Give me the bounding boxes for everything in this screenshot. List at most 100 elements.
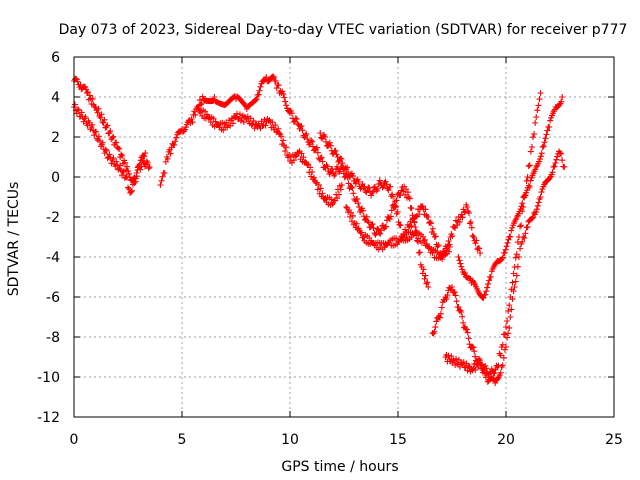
- data-point: [334, 154, 341, 160]
- data-point-fill: [328, 196, 335, 203]
- data-point: [539, 144, 546, 150]
- data-point-fill: [205, 115, 212, 122]
- data-point: [146, 164, 153, 170]
- data-point-fill: [327, 169, 334, 176]
- data-point-fill: [423, 280, 430, 287]
- y-tick-label: -2: [46, 210, 60, 226]
- data-point-fill: [345, 180, 352, 187]
- data-point: [524, 224, 531, 230]
- data-point: [161, 170, 168, 176]
- y-tick-label: -6: [46, 290, 60, 306]
- data-point-fill: [460, 359, 467, 366]
- data-point: [263, 74, 270, 80]
- data-point-fill: [530, 214, 537, 221]
- data-point-fill: [298, 150, 305, 157]
- data-point-fill: [355, 225, 362, 232]
- data-point-fill: [290, 118, 297, 125]
- data-point-fill: [469, 343, 476, 350]
- data-point: [356, 204, 363, 210]
- data-point-fill: [383, 223, 389, 230]
- x-tick-label: 15: [389, 432, 407, 448]
- data-point-fill: [107, 128, 114, 135]
- data-point-fill: [544, 127, 551, 134]
- data-point: [470, 234, 477, 240]
- data-point-fill: [345, 169, 352, 176]
- data-point-fill: [89, 121, 96, 128]
- series-track: [343, 204, 453, 262]
- data-point-fill: [110, 155, 117, 162]
- data-point-fill: [292, 115, 299, 122]
- y-axis-label: SDTVAR / TECUs: [6, 182, 22, 297]
- data-point-fill: [476, 245, 483, 252]
- data-point-fill: [125, 184, 131, 191]
- data-point-fill: [416, 249, 423, 256]
- data-point-fill: [540, 143, 547, 150]
- data-point-fill: [452, 292, 459, 299]
- data-point-fill: [102, 146, 109, 153]
- data-point-fill: [167, 150, 174, 157]
- data-point-fill: [374, 185, 381, 192]
- data-point: [304, 136, 311, 142]
- data-point-fill: [501, 346, 508, 353]
- data-point-fill: [252, 96, 259, 103]
- data-point-fill: [305, 161, 312, 168]
- data-point-fill: [504, 239, 511, 246]
- data-point-fill: [462, 208, 469, 215]
- data-point: [528, 144, 535, 150]
- data-point-fill: [468, 224, 475, 231]
- data-point-fill: [279, 88, 286, 95]
- data-point-fill: [453, 298, 460, 305]
- data-point-fill: [537, 153, 544, 160]
- data-point-fill: [314, 149, 321, 156]
- data-point-fill: [336, 168, 343, 175]
- data-point-fill: [164, 155, 171, 162]
- data-point: [392, 204, 399, 210]
- data-point: [436, 314, 443, 320]
- data-point: [559, 94, 566, 100]
- data-point-fill: [396, 221, 403, 228]
- data-point-fill: [408, 223, 415, 230]
- data-point-fill: [500, 354, 507, 361]
- data-point-fill: [433, 318, 440, 325]
- data-point-fill: [554, 153, 561, 160]
- data-point: [431, 234, 438, 240]
- data-point-fill: [485, 280, 492, 287]
- data-point-fill: [355, 200, 362, 207]
- data-points: [71, 73, 568, 386]
- data-point-fill: [521, 234, 528, 241]
- data-point: [557, 150, 563, 156]
- data-point: [507, 234, 514, 240]
- data-point-fill: [387, 183, 394, 190]
- data-point-fill: [338, 155, 345, 162]
- tick-labels: 0 5 10 15 20 25 -12 -10 -8 -6 -4 -2 0 2 4 6: [37, 50, 623, 448]
- data-point-fill: [332, 147, 339, 154]
- data-point-fill: [220, 127, 227, 134]
- data-point-fill: [119, 152, 126, 159]
- data-point-fill: [120, 168, 127, 175]
- data-point-fill: [123, 174, 130, 181]
- data-point-fill: [98, 111, 105, 118]
- data-point-fill: [422, 272, 429, 279]
- data-point-fill: [144, 159, 151, 166]
- data-point-fill: [534, 202, 541, 209]
- x-tick-label: 10: [281, 432, 299, 448]
- data-point-fill: [141, 153, 148, 160]
- data-point-fill: [486, 277, 493, 284]
- data-point-fill: [113, 158, 120, 165]
- data-point: [511, 284, 518, 290]
- data-point-fill: [280, 91, 287, 98]
- data-point: [503, 324, 509, 330]
- data-point-fill: [298, 123, 305, 130]
- data-point-fill: [508, 306, 515, 313]
- data-point-fill: [236, 111, 243, 118]
- data-point-fill: [257, 83, 264, 90]
- data-point: [211, 94, 218, 100]
- data-point-fill: [173, 134, 180, 141]
- data-point-fill: [538, 189, 545, 196]
- data-point-fill: [453, 222, 460, 229]
- data-point-fill: [74, 106, 81, 113]
- data-point-fill: [443, 295, 450, 302]
- data-point-fill: [307, 164, 314, 171]
- data-point-fill: [444, 292, 451, 299]
- data-point-fill: [212, 118, 219, 125]
